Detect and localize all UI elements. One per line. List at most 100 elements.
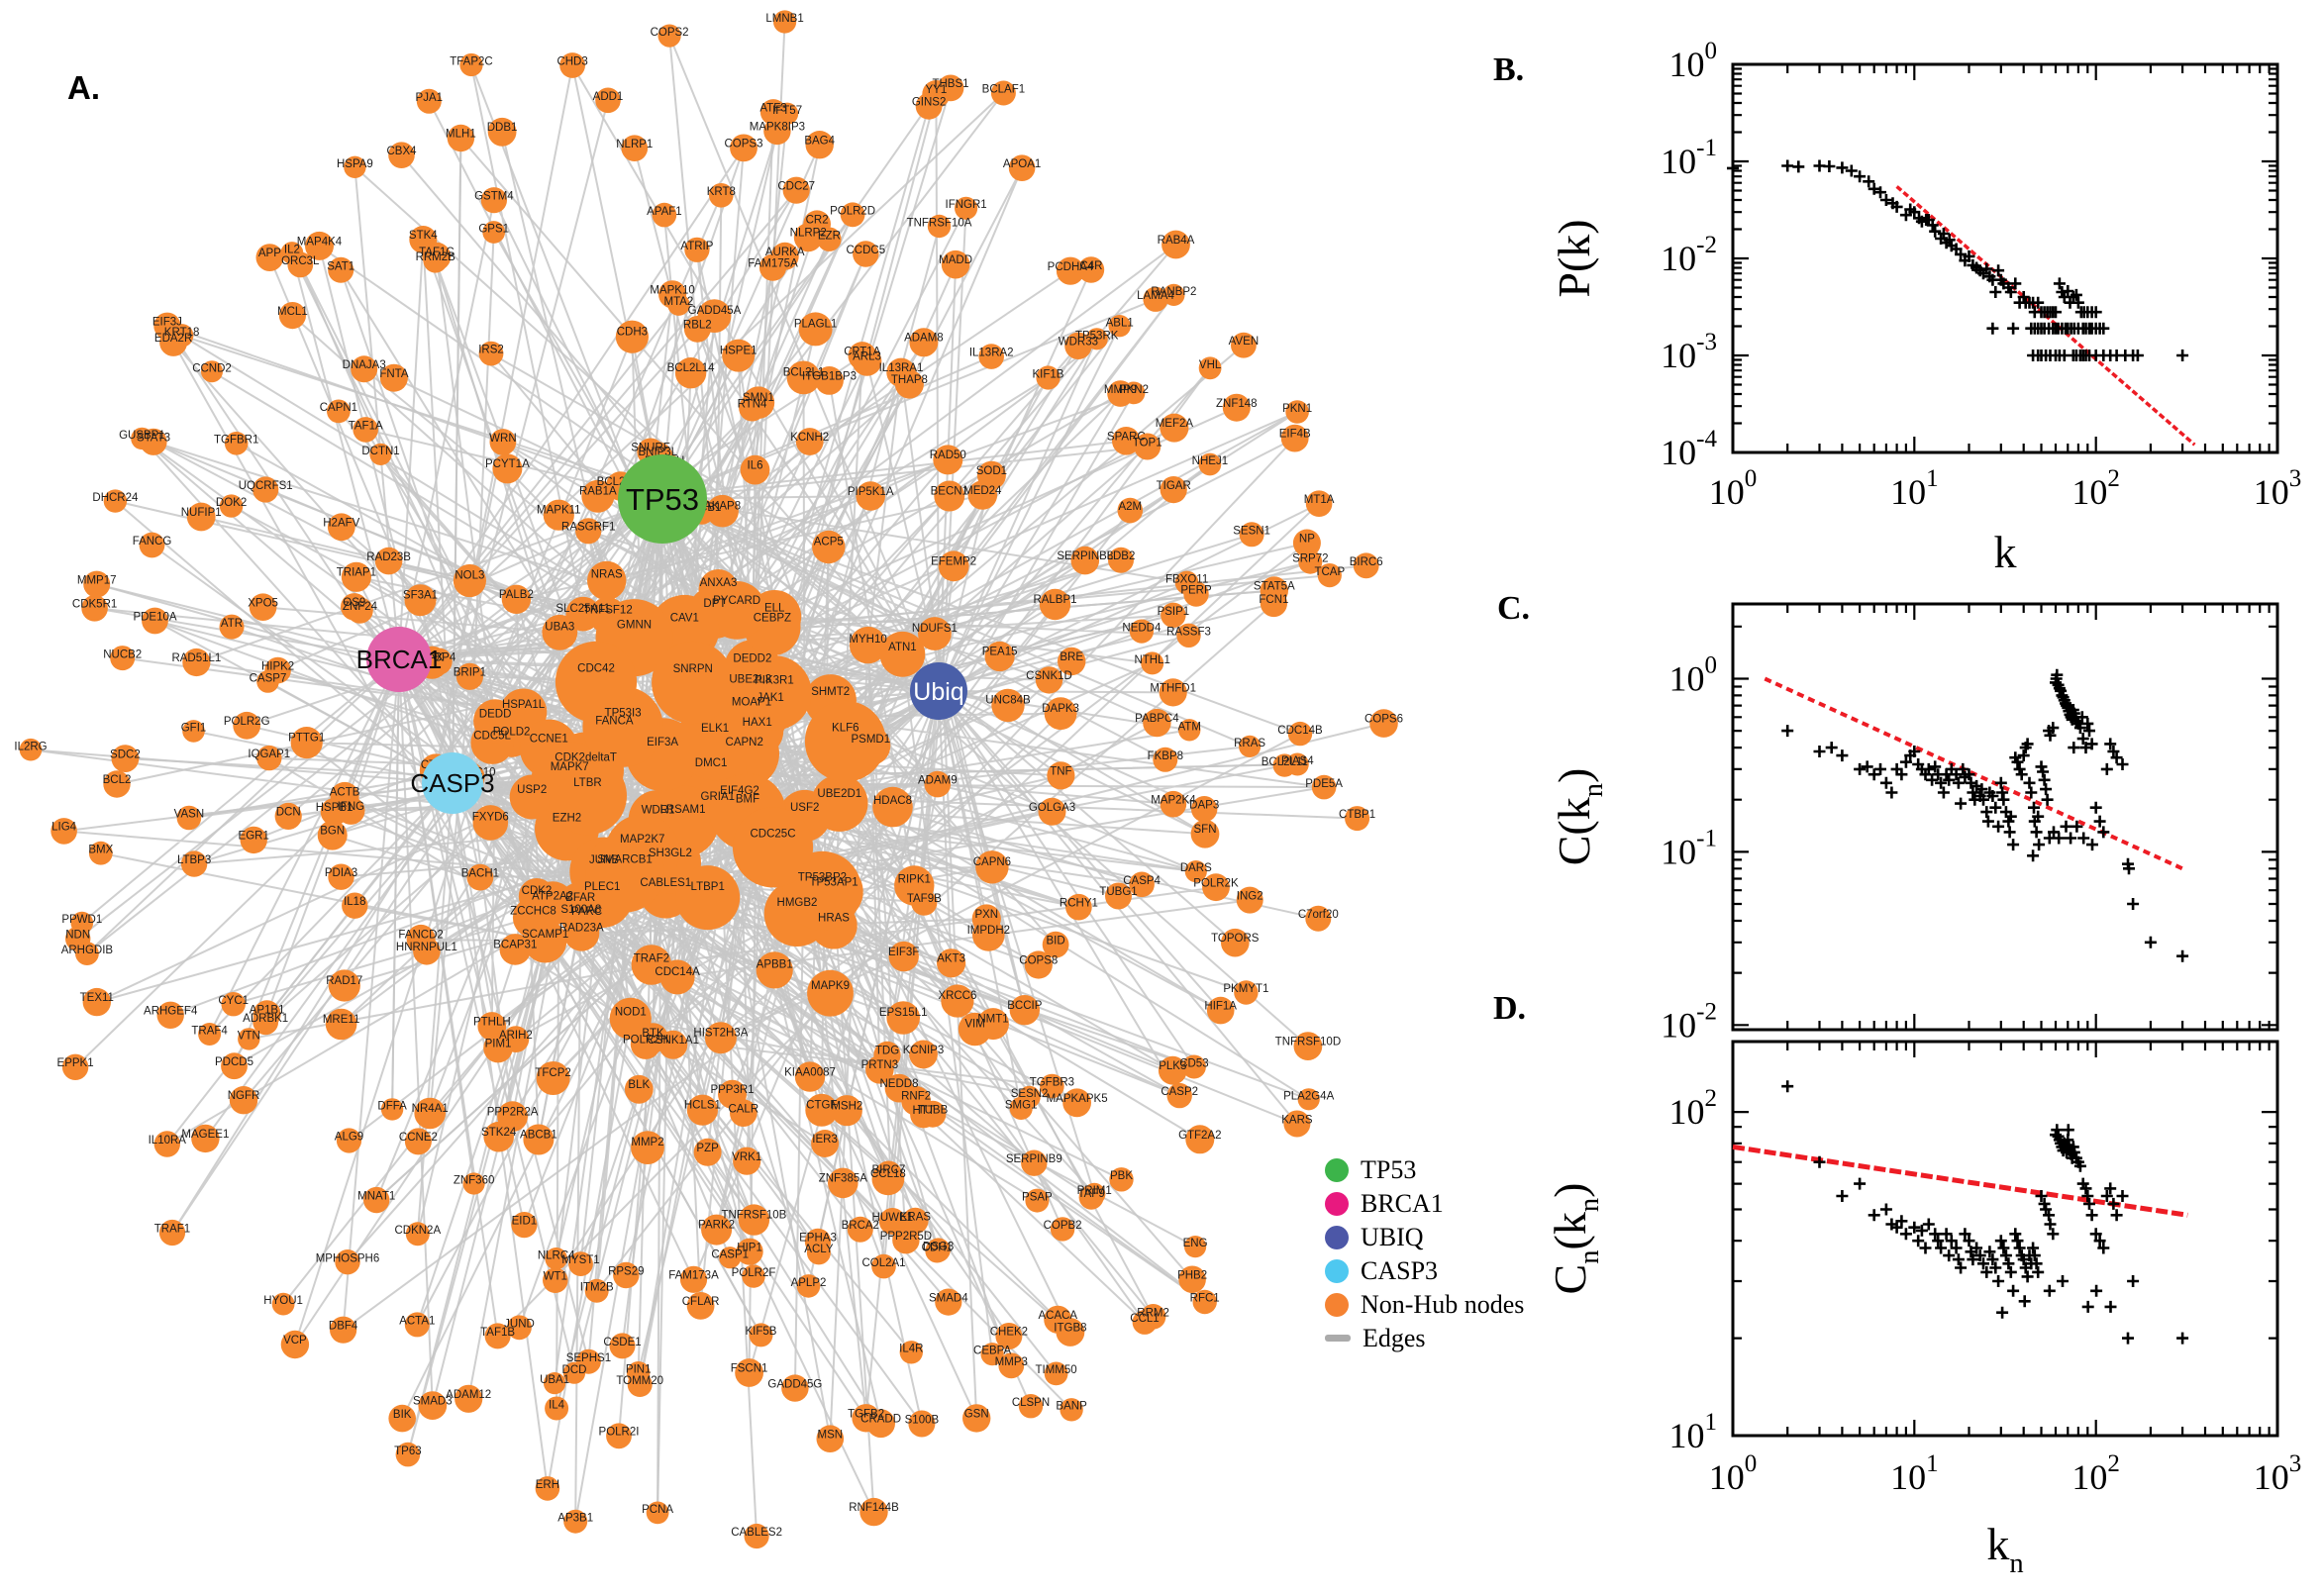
network-node-label: CABLES1 — [640, 877, 691, 889]
network-node-label: SEPHS1 — [566, 1352, 611, 1364]
network-node-label: OS9 — [343, 597, 365, 609]
network-node — [871, 1162, 905, 1196]
network-node-label: PIP5K1A — [848, 486, 894, 498]
network-node-label: TAF1C — [419, 247, 454, 258]
network-node — [1260, 576, 1289, 605]
network-node — [369, 443, 392, 465]
network-node — [50, 818, 77, 845]
network-node — [351, 355, 378, 383]
network-node — [793, 223, 823, 252]
network-node-label: CASP7 — [250, 673, 287, 685]
legend-label-brca1: BRCA1 — [1361, 1188, 1444, 1218]
network-node — [330, 1316, 357, 1344]
network-node-label: CSNK1D — [1026, 670, 1072, 682]
network-node-label: IL2 — [284, 245, 300, 256]
network-node — [886, 1001, 920, 1035]
network-node-label: WDR33 — [1059, 337, 1098, 349]
network-node-label: HTT — [913, 1105, 935, 1117]
axis-ticks — [1731, 604, 2279, 1030]
network-node — [1077, 256, 1105, 283]
network-node — [492, 453, 523, 484]
network-node-label: ATR — [221, 618, 243, 630]
network-node-label: XRCC6 — [938, 990, 976, 1002]
network-node — [1038, 797, 1066, 826]
network-node — [388, 1404, 417, 1433]
network-node-label: PCNA — [642, 1504, 673, 1516]
network-node — [815, 366, 844, 395]
axis-tick-label: 102 — [2071, 1450, 2120, 1497]
network-node-label: CAPN2 — [726, 737, 763, 748]
network-node-label: ERH — [536, 1479, 559, 1491]
network-node — [568, 1251, 593, 1276]
network-node — [1159, 678, 1187, 707]
network-node — [497, 1101, 528, 1133]
legend-item-ubiq: UBIQ — [1325, 1223, 1524, 1251]
network-node-label: BAG4 — [804, 135, 835, 147]
network-node-label: PZP — [696, 1143, 719, 1154]
network-node-label: RFC1 — [1190, 1293, 1220, 1305]
network-node — [544, 1372, 566, 1395]
network-node-label: RBL2 — [683, 320, 712, 332]
network-node — [782, 176, 810, 204]
network-node — [886, 357, 916, 387]
network-node-label: GINS2 — [912, 97, 947, 109]
network-node-label: ELK1 — [701, 723, 729, 735]
network-node — [1231, 332, 1257, 358]
network-node-label: CDC14A — [655, 966, 700, 978]
network-node — [221, 1052, 248, 1080]
network-node-label: BCL2L1 — [783, 366, 825, 378]
network-node — [1143, 708, 1171, 738]
network-node — [701, 1214, 733, 1246]
network-node-label: DFFA — [377, 1100, 407, 1112]
network-node — [1008, 154, 1036, 181]
network-node — [894, 865, 935, 906]
network-node — [1184, 1236, 1207, 1258]
network-node-label: CDC42 — [577, 663, 615, 675]
network-node — [405, 1222, 430, 1247]
network-node-label: MADD — [939, 254, 972, 266]
network-node-label: DAP3 — [1189, 800, 1219, 812]
network-node-label: SMAD4 — [929, 1292, 968, 1304]
network-node-label: ADRBK1 — [243, 1013, 288, 1025]
network-node-label: ZNF148 — [1216, 398, 1258, 410]
network-node-label: KRAS — [900, 1211, 932, 1223]
network-node-label: TRAF2 — [634, 952, 669, 964]
axis-tick-label: 100 — [1709, 465, 1758, 512]
network-node — [575, 518, 602, 545]
network-node — [684, 237, 710, 262]
network-node-label: WDR1 — [642, 804, 675, 816]
network-node — [1042, 931, 1069, 958]
network-node-label: KCNIP3 — [903, 1045, 945, 1056]
network-node-label: TAF9B — [907, 893, 942, 905]
network-node-label: KARS — [1281, 1114, 1313, 1126]
network-node-label: CTGF — [806, 1100, 837, 1112]
network-node — [555, 641, 638, 724]
network-node — [998, 1352, 1025, 1379]
hub-label-brca1: BRCA1 — [356, 645, 443, 674]
network-node-label: RAB1A — [579, 486, 617, 498]
network-node-label: LMNB1 — [765, 13, 803, 25]
network-node — [1021, 1149, 1048, 1176]
network-node — [621, 135, 649, 161]
network-node — [756, 951, 793, 989]
network-node — [1018, 1394, 1044, 1419]
network-node-label: IFNG — [338, 801, 365, 813]
network-node — [804, 700, 886, 782]
network-node-label: CDC25C — [750, 829, 795, 841]
network-node — [709, 183, 734, 208]
network-node-label: MAPK11 — [537, 505, 581, 517]
network-node-label: SDC2 — [110, 748, 141, 760]
x-axis-title: kn — [1986, 1519, 2023, 1579]
axis-tick-label: 100 — [1709, 1450, 1758, 1497]
network-node-label: ADD1 — [593, 91, 624, 103]
network-node-label: RRM2 — [1137, 1307, 1169, 1319]
network-node — [455, 662, 483, 690]
network-node — [395, 1442, 421, 1467]
network-node-label: VASN — [174, 809, 204, 821]
network-node-label: DEDD2 — [733, 653, 771, 665]
axis-tick-label: 103 — [2254, 1450, 2302, 1497]
network-node — [706, 494, 739, 528]
network-node — [849, 626, 887, 664]
network-node-label: HYOU1 — [263, 1295, 303, 1307]
